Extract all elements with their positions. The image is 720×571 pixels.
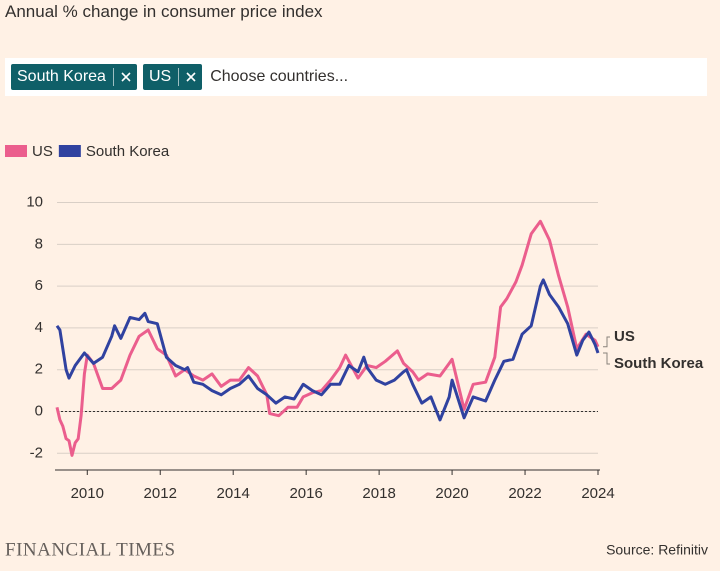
end-label: South Korea: [614, 355, 704, 372]
x-tick-label: 2010: [71, 485, 104, 502]
country-chip[interactable]: South Korea: [11, 64, 137, 90]
x-tick-label: 2016: [289, 485, 322, 502]
x-tick-label: 2020: [435, 485, 468, 502]
y-tick-label: 10: [26, 194, 43, 211]
x-tick-label: 2018: [362, 485, 395, 502]
y-tick-label: 8: [35, 235, 43, 252]
country-picker[interactable]: South Korea US Choose countries...: [5, 58, 707, 96]
chart-title: Annual % change in consumer price index: [5, 2, 323, 21]
y-tick-label: -2: [30, 444, 43, 461]
legend-label: US: [32, 143, 53, 160]
end-label: US: [614, 328, 635, 345]
label-connector: [603, 336, 610, 348]
y-tick-label: 4: [35, 319, 43, 336]
remove-icon[interactable]: [186, 72, 196, 82]
y-tick-label: 0: [35, 402, 43, 419]
series-line: [55, 278, 600, 422]
label-connector: [603, 352, 610, 365]
legend-swatch: [58, 145, 81, 157]
remove-icon[interactable]: [121, 72, 131, 82]
x-tick-label: 2022: [508, 485, 541, 502]
chip-label: US: [148, 68, 172, 85]
country-chip[interactable]: US: [142, 64, 203, 90]
source: Source: Refinitiv: [606, 542, 708, 558]
x-tick-label: 2024: [581, 485, 614, 502]
chip-label: South Korea: [17, 68, 106, 85]
x-tick-label: 2014: [217, 485, 250, 502]
legend-swatch: [5, 145, 27, 157]
y-tick-label: 2: [35, 361, 43, 378]
search-placeholder[interactable]: Choose countries...: [210, 68, 349, 85]
series-line: [55, 219, 600, 457]
y-tick-label: 6: [35, 277, 43, 294]
brand: FINANCIAL TIMES: [5, 539, 176, 560]
legend-label: South Korea: [86, 143, 170, 160]
x-tick-label: 2012: [144, 485, 177, 502]
